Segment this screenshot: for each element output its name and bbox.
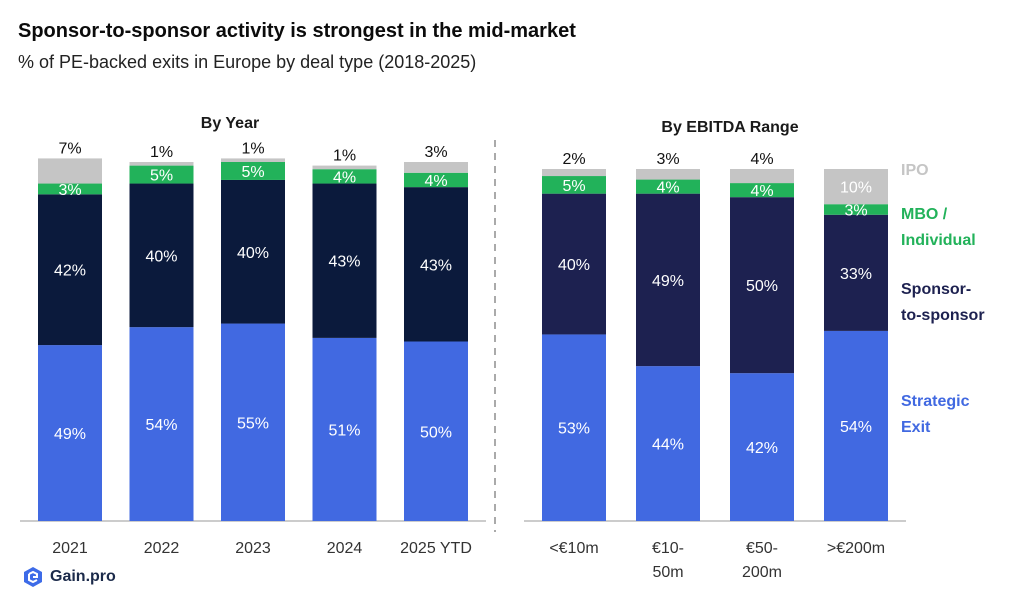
category-label: 2025 YTD xyxy=(400,540,472,557)
data-label: 55% xyxy=(237,415,269,432)
data-label: 5% xyxy=(150,168,173,185)
bar-segment xyxy=(730,183,794,198)
bar-segment xyxy=(312,165,377,170)
data-label: 4% xyxy=(333,169,356,186)
data-label: 1% xyxy=(150,144,173,161)
category-label: €50- xyxy=(746,540,778,557)
bar-segment xyxy=(221,162,285,180)
bar-segment xyxy=(824,330,888,521)
data-label: 10% xyxy=(840,180,872,197)
panel-title-year: By Year xyxy=(201,115,259,132)
bar-segment xyxy=(542,193,606,335)
category-label: 200m xyxy=(742,564,782,581)
data-label: 50% xyxy=(420,424,452,441)
data-label: 40% xyxy=(558,257,590,274)
bar-segment xyxy=(312,183,377,338)
bar-segment xyxy=(730,197,794,374)
legend-label: Exit xyxy=(901,419,931,436)
gain-pro-logo-icon xyxy=(24,567,42,587)
legend-label: Individual xyxy=(901,232,976,249)
bar-segment xyxy=(404,341,468,521)
bar-segment xyxy=(221,158,285,162)
bar-segment xyxy=(730,373,794,521)
data-label: 42% xyxy=(746,440,778,457)
bar-segment xyxy=(129,183,194,328)
panel-title-ebitda: By EBITDA Range xyxy=(661,119,798,136)
bar-segment xyxy=(636,366,700,521)
brand-logo: Gain.pro xyxy=(22,566,116,588)
data-label: 50% xyxy=(746,278,778,295)
category-label: 2021 xyxy=(52,540,88,557)
data-label: 44% xyxy=(652,437,684,454)
category-label: <€10m xyxy=(549,540,598,557)
bar-segment xyxy=(824,169,888,205)
bar-segment xyxy=(312,337,377,521)
bar-segment xyxy=(129,162,194,166)
bar-segment xyxy=(404,187,468,342)
legend-label: Strategic xyxy=(901,393,970,410)
data-label: 3% xyxy=(656,151,679,168)
data-label: 49% xyxy=(54,426,86,443)
chart-subtitle: % of PE-backed exits in Europe by deal t… xyxy=(18,52,477,72)
brand-name: Gain.pro xyxy=(50,568,116,585)
data-label: 53% xyxy=(558,421,590,438)
legend-label: to-sponsor xyxy=(901,307,985,324)
bar-segment xyxy=(38,194,102,346)
data-label: 4% xyxy=(424,173,447,190)
data-label: 4% xyxy=(750,183,773,200)
data-label: 33% xyxy=(840,266,872,283)
category-label: 2024 xyxy=(327,540,363,557)
bar-segment xyxy=(404,162,468,173)
legend-label: Sponsor- xyxy=(901,281,971,298)
data-label: 2% xyxy=(562,151,585,168)
data-label: 1% xyxy=(241,140,264,157)
bar-segment xyxy=(129,165,194,184)
bar-segment xyxy=(221,323,285,521)
bar-segment xyxy=(636,169,700,180)
category-label: >€200m xyxy=(827,540,885,557)
chart-title: Sponsor-to-sponsor activity is strongest… xyxy=(18,20,576,42)
bar-segment xyxy=(542,176,606,194)
bar-segment xyxy=(636,193,700,367)
data-label: 3% xyxy=(424,144,447,161)
data-label: 49% xyxy=(652,273,684,290)
category-label: 2022 xyxy=(144,540,180,557)
data-label: 3% xyxy=(58,182,81,199)
data-label: 4% xyxy=(656,180,679,197)
bar-segment xyxy=(542,169,606,177)
data-label: 7% xyxy=(58,140,81,157)
data-label: 43% xyxy=(420,257,452,274)
bar-segment xyxy=(404,172,468,188)
data-label: 1% xyxy=(333,148,356,165)
data-label: 3% xyxy=(844,202,867,219)
data-label: 5% xyxy=(562,178,585,195)
data-label: 5% xyxy=(241,164,264,181)
category-label: €10- xyxy=(652,540,684,557)
legend-label: IPO xyxy=(901,162,929,179)
category-label: 50m xyxy=(652,564,683,581)
data-label: 54% xyxy=(145,417,177,434)
legend-label: MBO / xyxy=(901,206,948,223)
bar-segment xyxy=(38,158,102,184)
bar-segment xyxy=(730,169,794,184)
data-label: 43% xyxy=(328,254,360,271)
data-label: 42% xyxy=(54,263,86,280)
bar-segment xyxy=(824,214,888,331)
category-label: 2023 xyxy=(235,540,271,557)
data-label: 54% xyxy=(840,419,872,436)
bar-segment xyxy=(824,204,888,215)
bar-segment xyxy=(221,179,285,324)
bar-segment xyxy=(312,169,377,184)
bar-segment xyxy=(38,183,102,195)
data-label: 51% xyxy=(328,422,360,439)
bar-segment xyxy=(129,327,194,521)
data-label: 40% xyxy=(145,248,177,265)
data-label: 40% xyxy=(237,245,269,262)
bar-segment xyxy=(636,179,700,194)
bar-segment xyxy=(542,334,606,521)
bar-segment xyxy=(38,345,102,521)
data-label: 4% xyxy=(750,151,773,168)
